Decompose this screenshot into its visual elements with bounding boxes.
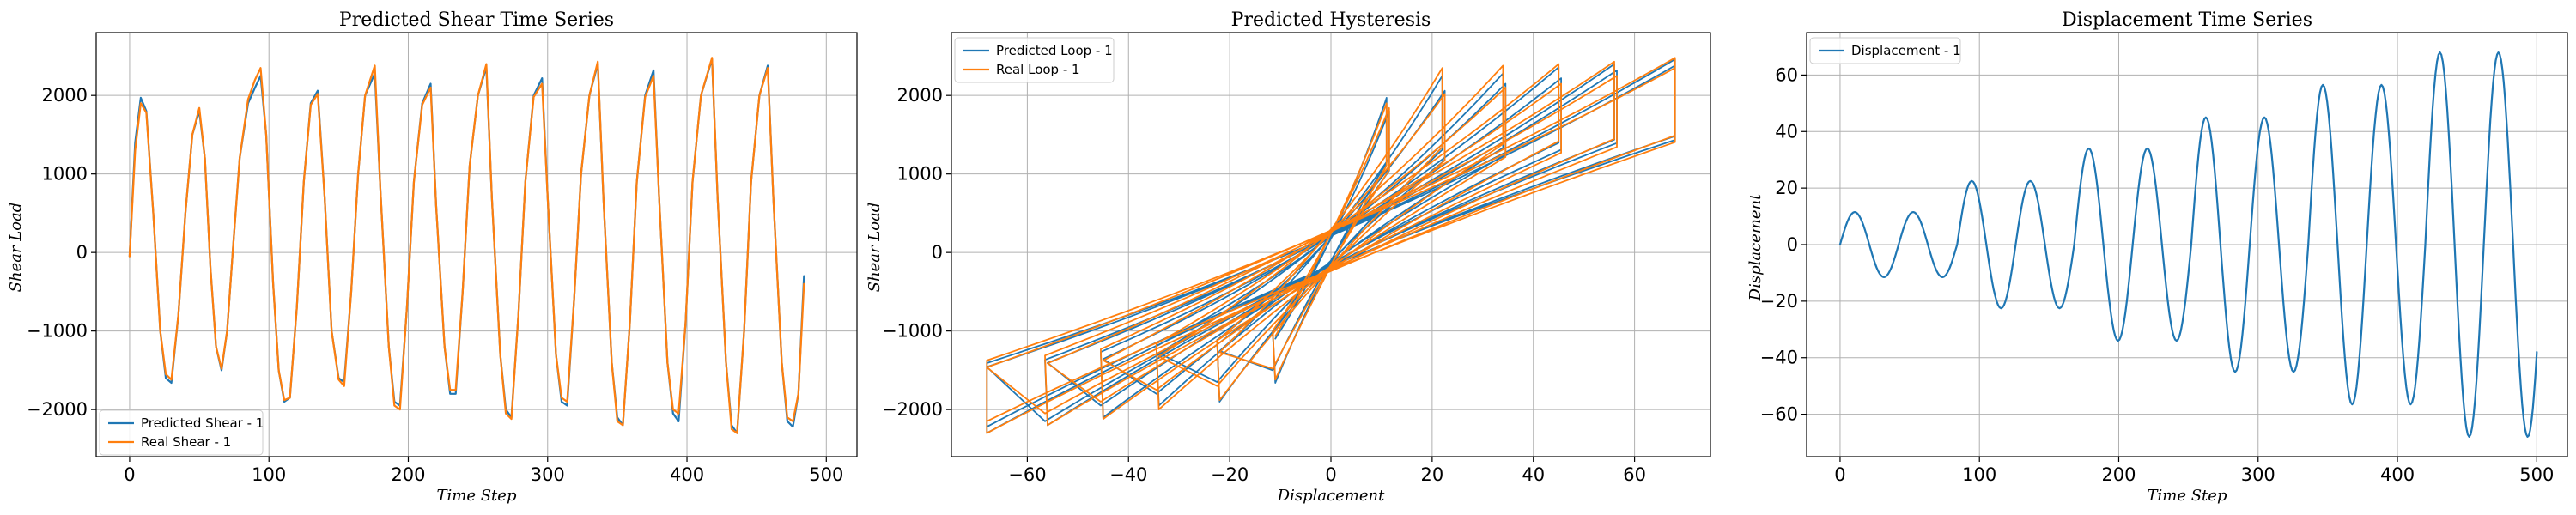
panel-hysteresis: Predicted Hysteresis Displacement Shear … — [866, 9, 1711, 505]
y-tick-label: 1000 — [42, 164, 88, 185]
y-tick-label: −20 — [1760, 291, 1798, 312]
y-tick-label: 0 — [76, 242, 88, 263]
chart-title: Predicted Shear Time Series — [339, 9, 614, 31]
legend-box — [1809, 37, 1961, 64]
x-tick-label: 40 — [1522, 464, 1545, 485]
x-tick-label: −20 — [1211, 464, 1249, 485]
y-tick-label: 2000 — [42, 85, 88, 106]
y-tick-label: 60 — [1775, 64, 1798, 85]
x-tick-label: −40 — [1109, 464, 1147, 485]
legend-label-displacement: Displacement - 1 — [1851, 43, 1961, 58]
y-tick-label: 0 — [932, 242, 943, 263]
x-axis-label: Displacement — [1277, 487, 1385, 505]
x-tick-label: 400 — [670, 464, 704, 485]
panel-displacement-time-series: Displacement Time Series Time Step Displ… — [1747, 9, 2568, 505]
x-tick-label: 20 — [1420, 464, 1443, 485]
y-tick-label: 40 — [1775, 121, 1798, 142]
y-tick-label: −2000 — [27, 399, 88, 420]
series-line-displacement-1 — [1838, 52, 2538, 438]
legend-label-predicted-loop: Predicted Loop - 1 — [996, 43, 1113, 58]
series-line-real-loop-1 — [986, 57, 1676, 434]
x-tick-label: 500 — [2519, 464, 2554, 485]
x-tick-label: 60 — [1623, 464, 1646, 485]
plot-area-hysteresis: −60 −40 −20 0 20 40 60 −2000 −1000 0 1000 2000 — [882, 32, 1711, 485]
y-tick-label: 1000 — [897, 164, 943, 185]
x-tick-label: 400 — [2380, 464, 2415, 485]
legend: Displacement - 1 — [1809, 37, 1961, 64]
y-tick-label: −1000 — [27, 321, 88, 342]
x-tick-label: −60 — [1008, 464, 1046, 485]
legend: Predicted Shear - 1 Real Shear - 1 — [99, 409, 264, 456]
x-tick-label: 100 — [1962, 464, 1996, 485]
series-line-real-shear-1 — [128, 57, 805, 434]
x-tick-label: 100 — [252, 464, 286, 485]
series-group — [128, 57, 805, 434]
plot-frame — [951, 32, 1711, 457]
x-tick-label: 200 — [391, 464, 425, 485]
x-tick-label: 0 — [1834, 464, 1845, 485]
series-group — [986, 57, 1676, 434]
legend-box — [99, 409, 264, 456]
x-tick-label: 500 — [809, 464, 843, 485]
x-axis-label: Time Step — [437, 487, 517, 505]
y-tick-label: 20 — [1775, 178, 1798, 198]
legend-box — [954, 37, 1115, 83]
chart-title: Displacement Time Series — [2062, 9, 2312, 31]
panel-shear-time-series: Predicted Shear Time Series Time Step Sh… — [7, 9, 858, 505]
legend-label-predicted-shear: Predicted Shear - 1 — [141, 415, 264, 431]
y-axis-label: Shear Load — [7, 203, 25, 293]
y-tick-label: −1000 — [882, 321, 943, 342]
y-axis-label: Displacement — [1747, 193, 1765, 301]
legend-label-real-loop: Real Loop - 1 — [996, 62, 1080, 77]
x-tick-label: 200 — [2101, 464, 2136, 485]
series-line-predicted-shear-1 — [128, 58, 805, 434]
x-tick-label: 300 — [531, 464, 565, 485]
legend-label-real-shear: Real Shear - 1 — [141, 434, 231, 450]
y-tick-label: −2000 — [882, 399, 943, 420]
plot-frame — [1806, 32, 2568, 457]
plot-area-displacement-time: 0 100 200 300 400 500 −60 −40 −20 0 20 40 60 — [1760, 32, 2568, 485]
y-tick-label: 2000 — [897, 85, 943, 106]
x-tick-label: 0 — [124, 464, 135, 485]
x-tick-label: 0 — [1325, 464, 1336, 485]
series-group — [1838, 52, 2538, 438]
y-tick-label: −60 — [1760, 404, 1798, 425]
y-axis-label: Shear Load — [866, 203, 884, 293]
x-axis-label: Time Step — [2148, 487, 2227, 505]
y-tick-label: 0 — [1787, 234, 1798, 255]
plot-frame — [95, 32, 858, 457]
y-tick-label: −40 — [1760, 348, 1798, 368]
x-tick-label: 300 — [2241, 464, 2275, 485]
legend: Predicted Loop - 1 Real Loop - 1 — [954, 37, 1115, 83]
chart-title: Predicted Hysteresis — [1231, 9, 1431, 31]
plot-area-shear-time: 0 100 200 300 400 500 −2000 −1000 0 1000 2000 — [27, 32, 858, 485]
